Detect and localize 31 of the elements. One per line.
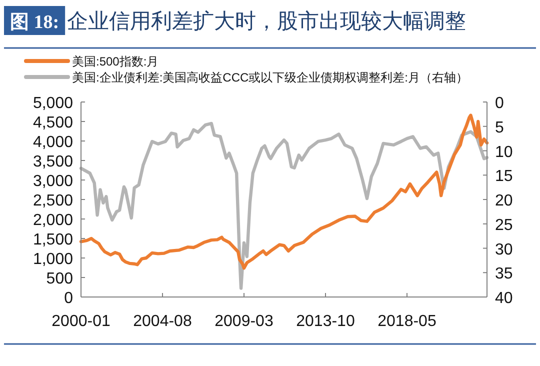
x-tick-label: 2000-01 (52, 313, 110, 330)
legend-label: 美国:企业债利差:美国高收益CCC或以下级企业债期权调整利差:月（右轴） (72, 70, 468, 84)
y2-tick-label: 5 (495, 119, 504, 136)
legend-label: 美国:500指数:月 (72, 54, 159, 68)
y2-tick-label: 15 (495, 168, 513, 186)
chart-title: 企业信用利差扩大时，股市出现较大幅调整 (67, 9, 466, 33)
x-tick-label: 2018-05 (378, 313, 436, 330)
y-tick-label: 2,000 (32, 212, 74, 229)
y-tick-label: 1,000 (32, 251, 74, 268)
y2-tick-label: 0 (495, 95, 504, 112)
y2-tick-label: 10 (495, 144, 513, 161)
y-tick-label: 5,000 (32, 95, 74, 112)
line-series (79, 122, 489, 290)
y-tick-label: 0 (64, 290, 74, 307)
x-tick-label: 2004-08 (133, 313, 192, 330)
caption: 图 18: (10, 12, 60, 33)
line-series (79, 114, 489, 270)
y2-tick-label: 40 (495, 290, 513, 307)
y-tick-label: 2,500 (32, 192, 74, 210)
x-tick-label: 2013-10 (296, 313, 355, 330)
y-tick-label: 1,500 (32, 232, 74, 248)
y-tick-label: 4,500 (32, 114, 74, 132)
y2-tick-label: 35 (495, 266, 513, 283)
y-tick-label: 3,500 (32, 154, 74, 170)
y-tick-label: 500 (46, 270, 74, 288)
y2-tick-label: 30 (495, 241, 513, 258)
y2-tick-label: 25 (495, 216, 513, 234)
y-tick-label: 4,000 (32, 134, 74, 151)
x-tick-label: 2009-03 (214, 313, 274, 330)
y2-tick-label: 20 (495, 192, 513, 210)
y-tick-label: 3,000 (32, 173, 74, 190)
